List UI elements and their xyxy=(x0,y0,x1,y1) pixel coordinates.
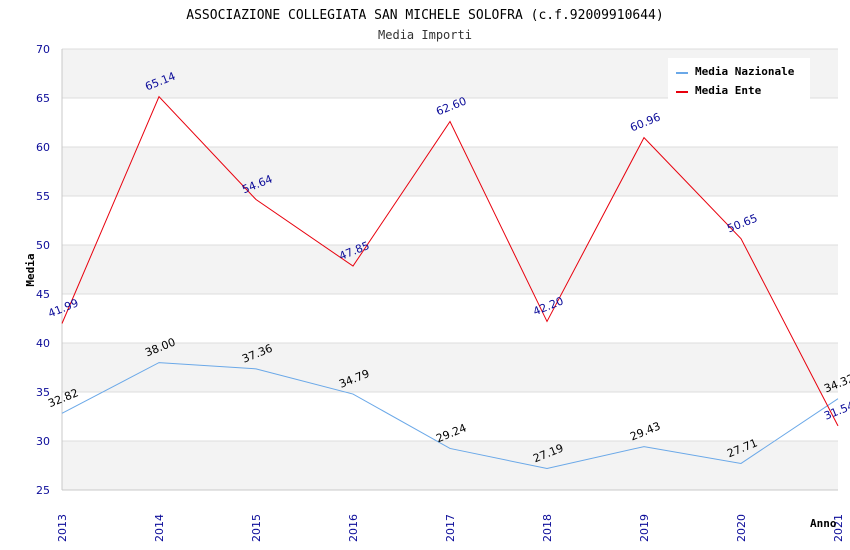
legend-entry-media-ente: Media Ente xyxy=(695,84,762,97)
y-tick-label: 25 xyxy=(36,484,50,497)
y-tick-label: 40 xyxy=(36,337,50,350)
y-tick-label: 30 xyxy=(36,435,50,448)
x-tick-label: 2019 xyxy=(638,514,651,542)
chart-title: ASSOCIAZIONE COLLEGIATA SAN MICHELE SOLO… xyxy=(186,8,663,23)
y-axis-label: Media xyxy=(24,253,37,286)
y-ticks: 25 30 35 40 45 50 55 60 65 70 xyxy=(36,43,50,497)
x-axis-label: Anno xyxy=(810,517,837,530)
grid-band xyxy=(62,343,838,392)
x-ticks: 2013 2014 2015 2016 2017 2018 2019 2020 2021 xyxy=(56,514,845,542)
data-label: 29.43 xyxy=(628,420,662,444)
y-tick-label: 65 xyxy=(36,92,50,105)
y-tick-label: 60 xyxy=(36,141,50,154)
y-tick-label: 55 xyxy=(36,190,50,203)
y-tick-label: 50 xyxy=(36,239,50,252)
x-tick-label: 2013 xyxy=(56,514,69,542)
x-tick-label: 2016 xyxy=(347,514,360,542)
grid-band xyxy=(62,441,838,490)
grid-lines xyxy=(62,48,838,491)
series-line-media-nazionale xyxy=(61,362,839,470)
data-label: 60.96 xyxy=(628,111,662,135)
data-label: 41.99 xyxy=(46,296,80,320)
y-tick-label: 35 xyxy=(36,386,50,399)
grid-band xyxy=(62,147,838,196)
legend-entry-media-nazionale: Media Nazionale xyxy=(695,65,795,78)
x-tick-label: 2015 xyxy=(250,514,263,542)
x-tick-label: 2018 xyxy=(541,514,554,542)
grid-band xyxy=(62,245,838,294)
x-tick-label: 2020 xyxy=(735,514,748,542)
grid-bands xyxy=(62,49,838,490)
data-label: 50.65 xyxy=(725,212,759,236)
x-tick-label: 2014 xyxy=(153,514,166,542)
series-lines xyxy=(61,95,839,470)
legend: Media Nazionale Media Ente xyxy=(668,58,810,102)
series-line-media-ente xyxy=(61,95,839,427)
legend-box xyxy=(668,58,810,102)
chart-subtitle: Media Importi xyxy=(378,28,472,42)
y-tick-label: 70 xyxy=(36,43,50,56)
x-tick-label: 2017 xyxy=(444,514,457,542)
data-label: 42.20 xyxy=(531,294,565,318)
x-tick-label: 2021 xyxy=(832,514,845,542)
y-tick-label: 45 xyxy=(36,288,50,301)
data-label: 31.54 xyxy=(822,399,850,423)
